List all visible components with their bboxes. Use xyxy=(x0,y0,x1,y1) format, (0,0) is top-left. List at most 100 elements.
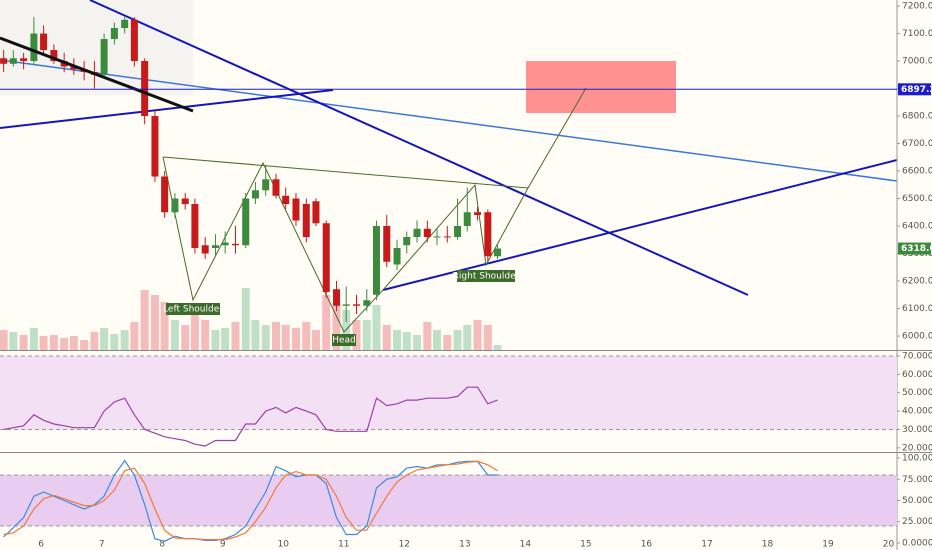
volume-bar xyxy=(60,338,69,350)
candle-body xyxy=(302,204,310,237)
volume-bar xyxy=(402,332,411,350)
candle-body xyxy=(322,223,330,292)
candle-body xyxy=(403,236,411,246)
volume-bar xyxy=(120,330,129,350)
volume-bar xyxy=(231,322,240,350)
volume-bar xyxy=(423,322,432,350)
candle-body xyxy=(0,58,8,64)
volume-bar xyxy=(160,302,169,350)
candle-body xyxy=(312,201,320,224)
volume-bar xyxy=(49,335,58,350)
y-tick-label: 6600.0 xyxy=(902,167,932,177)
candle-body xyxy=(474,212,482,216)
candle-body xyxy=(130,19,138,62)
candle-body xyxy=(494,248,502,257)
candle-body xyxy=(201,245,209,254)
y-tick-label: 70.0000 xyxy=(902,351,932,361)
label-bg xyxy=(332,334,356,346)
candle-body xyxy=(181,198,189,205)
volume-bar xyxy=(261,325,270,350)
trendline xyxy=(382,159,898,291)
label-bg xyxy=(166,303,220,315)
y-tick-label: 6700.0 xyxy=(902,139,932,149)
x-tick-label: 19 xyxy=(822,540,834,550)
x-tick-label: 12 xyxy=(399,540,410,550)
volume-bar xyxy=(170,320,179,350)
volume-bar xyxy=(443,335,452,350)
candle-body xyxy=(393,247,401,265)
candle-body xyxy=(151,116,159,177)
volume-bar xyxy=(473,320,482,350)
volume-bar xyxy=(483,325,492,350)
candle-body xyxy=(221,242,229,246)
y-tick-label: 6200.0 xyxy=(902,276,932,286)
trendline xyxy=(89,0,749,296)
indicator-line xyxy=(3,459,498,542)
volume-bar xyxy=(493,345,502,350)
x-tick-label: 20 xyxy=(883,540,895,550)
volume-bar xyxy=(372,305,381,350)
volume-bar xyxy=(453,330,462,350)
volume-bar xyxy=(181,325,190,350)
volume-bar xyxy=(201,320,210,350)
indicator-line xyxy=(3,386,498,447)
y-tick-label: 7100.0 xyxy=(902,29,932,39)
volume-bar xyxy=(190,310,199,350)
volume-bar xyxy=(291,328,300,350)
candle-body xyxy=(383,226,391,262)
annotation: Right Shoulder xyxy=(453,272,520,282)
candle-body xyxy=(50,50,58,62)
candle-body xyxy=(20,58,28,62)
y-tick-label: 50.0000 xyxy=(902,496,932,506)
volume-bar xyxy=(29,328,38,350)
drawings xyxy=(0,0,898,333)
y-tick-label: 7000.0 xyxy=(902,57,932,67)
candle-body xyxy=(9,58,17,64)
volume-bar xyxy=(241,288,250,350)
volume-bar xyxy=(393,330,402,350)
volume-bar xyxy=(100,328,109,350)
volume-bar xyxy=(251,320,260,350)
x-tick-label: 9 xyxy=(220,540,226,550)
candle-body xyxy=(454,226,462,237)
volume-bar xyxy=(322,295,331,350)
volume-bar xyxy=(140,290,149,350)
trendline xyxy=(0,89,334,129)
pattern-path xyxy=(162,87,587,333)
y-tick-label: 6400.0 xyxy=(902,222,932,232)
trendline xyxy=(0,59,898,182)
volume-bar xyxy=(463,325,472,350)
x-tick-label: 6 xyxy=(38,540,44,550)
annotation: Head xyxy=(332,336,356,346)
volume-bar xyxy=(281,325,290,350)
volume-bar xyxy=(110,334,119,350)
volume-bar xyxy=(311,330,320,350)
candle-body xyxy=(161,176,169,213)
volume-bar xyxy=(382,325,391,350)
candle-body xyxy=(171,198,179,213)
x-tick-label: 8 xyxy=(159,540,165,550)
y-tick-label: 30.0000 xyxy=(902,425,932,435)
x-tick-label: 14 xyxy=(520,540,532,550)
annotation: Left Shoulder xyxy=(163,305,223,315)
x-tick-label: 7 xyxy=(99,540,105,550)
price-tag-label: 6318.0 xyxy=(901,244,932,254)
band-fill xyxy=(0,475,897,526)
volume-bar xyxy=(302,322,311,350)
volume-bar xyxy=(80,340,89,350)
volume-bar xyxy=(130,322,139,350)
volume-bar xyxy=(352,320,361,350)
candle-body xyxy=(372,226,380,295)
x-tick-label: 15 xyxy=(580,540,591,550)
candle-body xyxy=(353,304,360,306)
y-tick-label: 100.0000 xyxy=(902,454,932,464)
candle-body xyxy=(231,243,239,246)
label-bg xyxy=(457,270,515,282)
volume-bar xyxy=(39,336,48,350)
volume-bar xyxy=(0,330,8,350)
y-tick-label: 25.0000 xyxy=(902,517,932,527)
trendline xyxy=(0,36,194,113)
candle-body xyxy=(423,228,431,237)
volume-bar xyxy=(9,332,18,350)
